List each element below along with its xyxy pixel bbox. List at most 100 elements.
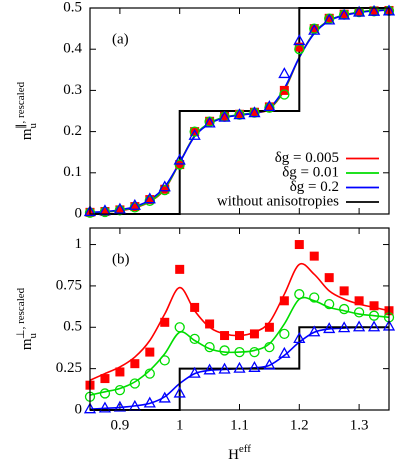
- marker-square: [190, 127, 200, 137]
- marker-circle: [279, 89, 290, 100]
- marker-circle: [219, 345, 230, 356]
- marker-triangle: [173, 386, 186, 398]
- marker-triangle: [158, 180, 171, 192]
- marker-circle: [189, 126, 200, 137]
- x-tick-label: 1.3: [350, 417, 369, 433]
- marker-square: [235, 331, 244, 341]
- marker-square: [279, 296, 289, 306]
- marker-circle: [264, 341, 275, 353]
- y-tick-label: 0.5: [63, 0, 82, 15]
- marker-square: [130, 202, 140, 212]
- marker-square: [115, 367, 125, 377]
- marker-triangle: [233, 108, 246, 120]
- marker-square: [100, 207, 110, 217]
- marker-triangle: [263, 358, 276, 370]
- marker-triangle: [308, 325, 321, 337]
- marker-square: [264, 322, 274, 332]
- marker-circle: [234, 346, 245, 358]
- marker-triangle: [98, 204, 112, 216]
- marker-triangle: [158, 391, 171, 403]
- marker-triangle: [143, 192, 156, 204]
- marker-square: [175, 264, 185, 274]
- marker-circle: [309, 292, 320, 303]
- marker-square: [324, 273, 334, 283]
- marker-square: [354, 296, 364, 306]
- legend-label: δg = 0.2: [290, 179, 339, 195]
- marker-triangle: [323, 322, 336, 334]
- marker-square: [100, 374, 110, 384]
- marker-square: [190, 302, 200, 312]
- marker-triangle: [338, 8, 351, 20]
- axis-label-main: m: [19, 128, 35, 140]
- marker-square: [294, 42, 304, 52]
- marker-triangle: [188, 366, 201, 378]
- marker-triangle: [293, 34, 306, 46]
- marker-triangle: [248, 360, 261, 372]
- marker-triangle: [218, 362, 231, 374]
- axis-label-sup: ⊥, rescaled: [15, 287, 27, 339]
- marker-triangle: [113, 202, 127, 214]
- y-tick-label: 0.25: [56, 360, 82, 376]
- marker-circle: [174, 322, 185, 333]
- marker-triangle: [128, 198, 141, 210]
- marker-triangle: [367, 320, 381, 332]
- panel-label: (b): [112, 251, 130, 267]
- x-tick-label: 1: [176, 417, 184, 433]
- axis-label-main: H: [228, 447, 239, 463]
- marker-circle: [249, 346, 260, 358]
- marker-triangle: [83, 205, 97, 217]
- marker-triangle: [188, 128, 201, 140]
- marker-square: [145, 195, 155, 205]
- x-tick-label: 1.1: [230, 417, 249, 433]
- y-tick-label: 1: [75, 236, 83, 252]
- marker-triangle: [278, 67, 291, 79]
- marker-triangle: [338, 321, 351, 333]
- marker-square: [145, 347, 155, 357]
- marker-square: [220, 111, 230, 121]
- marker-circle: [264, 102, 275, 113]
- marker-square: [339, 9, 349, 19]
- marker-square: [205, 116, 215, 126]
- marker-circle: [159, 355, 170, 366]
- axis-label-main: m: [19, 338, 35, 350]
- marker-square: [324, 13, 334, 23]
- marker-triangle: [278, 346, 291, 358]
- marker-triangle: [323, 13, 336, 25]
- marker-circle: [144, 368, 155, 379]
- y-tick-label: 0.4: [63, 41, 82, 57]
- x-tick-label: 0.9: [111, 417, 130, 433]
- axis-label-sub: u: [27, 122, 39, 128]
- y-tick-label: 0.5: [63, 319, 82, 335]
- marker-square: [249, 107, 259, 117]
- marker-triangle: [203, 363, 216, 375]
- marker-square: [249, 329, 259, 339]
- axis-label-sub: u: [27, 332, 39, 338]
- plot-frame: [89, 7, 390, 215]
- marker-circle: [204, 341, 215, 353]
- marker-square: [294, 240, 304, 250]
- panel-label: (a): [112, 31, 129, 47]
- marker-square: [115, 205, 125, 215]
- legend-label: δg = 0.005: [275, 150, 339, 166]
- marker-triangle: [113, 400, 127, 412]
- marker-triangle: [263, 100, 276, 112]
- marker-square: [160, 317, 170, 327]
- marker-circle: [279, 328, 290, 340]
- marker-circle: [99, 206, 111, 218]
- marker-square: [130, 359, 140, 369]
- axis-label: Heff: [228, 443, 251, 464]
- marker-triangle: [218, 110, 231, 122]
- marker-square: [220, 331, 230, 341]
- marker-square: [205, 319, 215, 329]
- y-tick-label: 0.75: [56, 277, 82, 293]
- marker-circle: [114, 205, 126, 216]
- marker-circle: [114, 384, 126, 396]
- panel: 0 0.25 0.5 0.75 1 0.9 1 1.1 1.2 1.3 (b): [56, 227, 396, 433]
- axis-label: mu∥, rescaled: [15, 81, 39, 140]
- marker-square: [369, 301, 379, 311]
- axis-label-sup: ∥, rescaled: [15, 81, 27, 129]
- marker-circle: [368, 310, 380, 321]
- y-tick-label: 0.1: [63, 164, 82, 180]
- marker-square: [235, 109, 244, 119]
